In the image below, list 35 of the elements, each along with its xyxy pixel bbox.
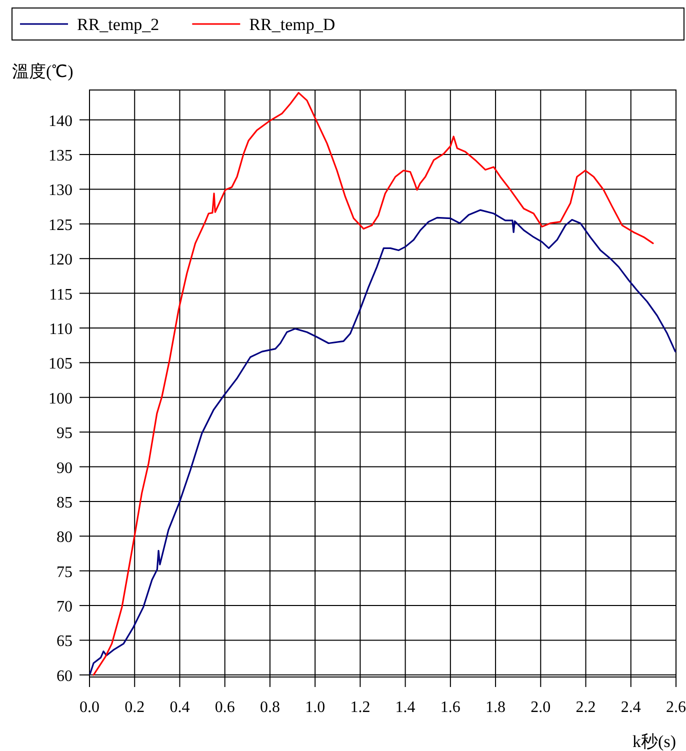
y-tick-label: 105 [48, 356, 72, 373]
y-tick-label: 120 [48, 252, 72, 269]
y-tick-label: 115 [49, 286, 72, 304]
y-tick-label: 125 [48, 216, 72, 234]
y-tick-label: 85 [56, 494, 72, 512]
y-tick-label: 75 [56, 564, 72, 581]
x-tick-label: 1.2 [350, 699, 370, 716]
x-tick-label: 1.4 [395, 699, 416, 716]
y-tick-label: 60 [56, 668, 72, 685]
y-tick-label: 100 [48, 390, 72, 408]
y-tick-label: 110 [49, 321, 72, 338]
y-axis-title: 溫度(℃) [12, 62, 74, 81]
y-tick-label: 140 [48, 112, 72, 130]
legend-label: RR_temp_D [249, 15, 336, 34]
y-tick-label: 90 [56, 460, 72, 477]
x-tick-label: 2.4 [620, 699, 641, 716]
x-tick-label: 1.0 [305, 699, 326, 716]
x-tick-label: 0.0 [80, 699, 100, 716]
y-tick-label: 80 [56, 529, 72, 546]
x-tick-label: 1.6 [440, 699, 460, 716]
x-tick-label: 0.4 [170, 699, 190, 716]
x-tick-label: 0.2 [124, 699, 145, 716]
x-tick-label: 0.6 [214, 699, 235, 716]
legend-label: RR_temp_2 [77, 15, 160, 34]
y-tick-label: 130 [48, 182, 72, 200]
y-tick-label: 135 [48, 148, 72, 165]
x-axis-title: k秒(s) [632, 732, 676, 751]
x-tick-label: 0.8 [260, 699, 280, 716]
y-tick-label: 70 [56, 598, 72, 616]
x-tick-label: 2.2 [576, 699, 596, 716]
x-tick-label: 1.8 [486, 699, 506, 716]
y-tick-label: 95 [56, 425, 72, 442]
x-tick-label: 2.0 [530, 699, 551, 716]
y-tick-label: 65 [56, 633, 72, 650]
x-tick-label: 2.6 [666, 699, 686, 716]
